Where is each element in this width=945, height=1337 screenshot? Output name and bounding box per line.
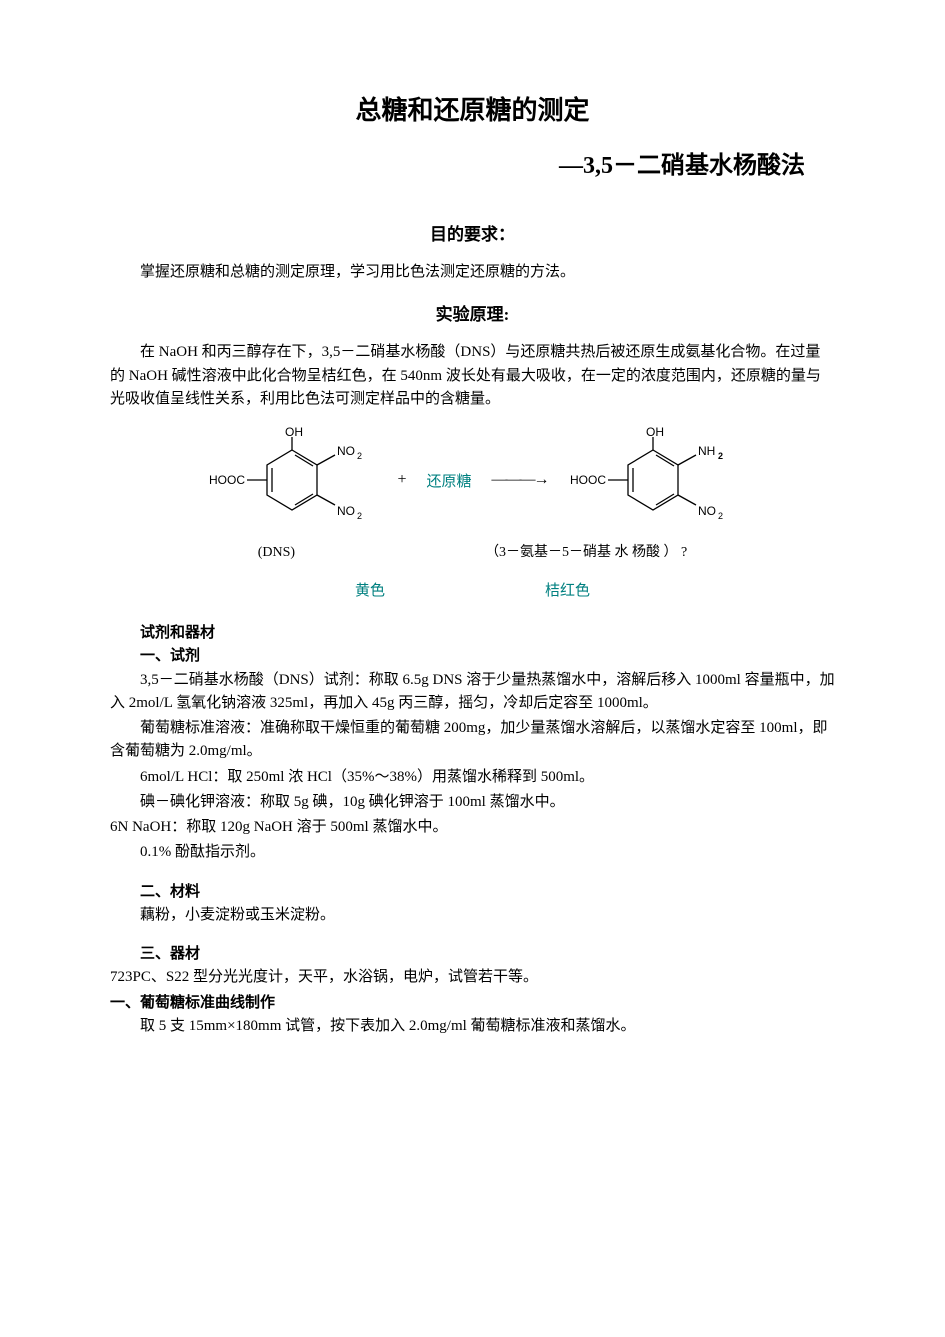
subheader-reagents: 一、试剂 [110,645,835,668]
equipment-body: 723PC、S22 型分光光度计，天平，水浴锅，电炉，试管若干等。 [110,966,835,989]
reagent-glucose: 葡萄糖标准溶液：准确称取干燥恒重的葡萄糖 200mg，加少量蒸馏水溶解后，以蒸馏… [110,717,835,764]
section-header-purpose: 目的要求： [110,220,835,245]
section-header-curve: 一、葡萄糖标准曲线制作 [110,992,835,1015]
document-page: 总糖和还原糖的测定 —3,5－二硝基水杨酸法 目的要求： 掌握还原糖和总糖的测定… [0,0,945,1092]
materials-body: 藕粉，小麦淀粉或玉米淀粉。 [110,904,835,927]
page-title: 总糖和还原糖的测定 [110,90,835,127]
principle-body: 在 NaOH 和丙三醇存在下，3,5－二硝基水杨酸（DNS）与还原糖共热后被还原… [110,341,835,411]
label-oh: OH [285,425,303,439]
reagent-naoh: 6N NaOH：称取 120g NaOH 溶于 500ml 蒸馏水中。 [110,816,835,839]
color-orange: 桔红色 [545,579,590,600]
reaction-captions: (DNS) （3－氨基－5－硝基 水 杨酸 ） ? [110,541,835,561]
product-caption: （3－氨基－5－硝基 水 杨酸 ） ? [485,541,687,561]
molecule-product: OH NH 2 HOOC NO 2 [568,425,738,535]
label-hooc-r: HOOC [570,473,606,487]
reaction-reducing-sugar: 还原糖 [427,470,472,491]
reaction-arrow: ———→ [492,471,548,489]
curve-body: 取 5 支 15mm×180mm 试管，按下表加入 2.0mg/ml 葡萄糖标准… [110,1015,835,1038]
reaction-plus: + [397,471,406,489]
label-no2-top-sub: 2 [357,451,362,461]
reagent-dns: 3,5－二硝基水杨酸（DNS）试剂：称取 6.5g DNS 溶于少量热蒸馏水中，… [110,669,835,716]
color-yellow: 黄色 [355,579,385,600]
label-nh2-sub: 2 [718,451,723,461]
label-no2-r-sub: 2 [718,511,723,521]
section-header-reagents: 试剂和器材 [110,622,835,645]
section-header-principle: 实验原理: [110,300,835,325]
subheader-materials: 二、材料 [110,881,835,904]
page-subtitle: —3,5－二硝基水杨酸法 [110,145,835,180]
molecule-dns: OH NO 2 HOOC NO 2 [207,425,377,535]
reaction-diagram: OH NO 2 HOOC NO 2 + 还原糖 ———→ OH [110,425,835,535]
label-nh2: NH [698,444,715,458]
label-no2-r: NO [698,504,716,518]
label-no2-top: NO [337,444,355,458]
reagent-hcl: 6mol/L HCl：取 250ml 浓 HCl（35%～38%）用蒸馏水稀释到… [110,766,835,789]
label-oh-r: OH [646,425,664,439]
label-no2-bot-sub: 2 [357,511,362,521]
subheader-equipment: 三、器材 [110,943,835,966]
reagent-phph: 0.1% 酚酞指示剂。 [110,841,835,864]
reaction-color-row: 黄色 桔红色 [110,579,835,600]
label-no2-bot: NO [337,504,355,518]
reagent-iodine: 碘－碘化钾溶液：称取 5g 碘，10g 碘化钾溶于 100ml 蒸馏水中。 [110,791,835,814]
label-hooc: HOOC [209,473,245,487]
dns-caption: (DNS) [258,545,295,561]
purpose-body: 掌握还原糖和总糖的测定原理，学习用比色法测定还原糖的方法。 [110,261,835,284]
